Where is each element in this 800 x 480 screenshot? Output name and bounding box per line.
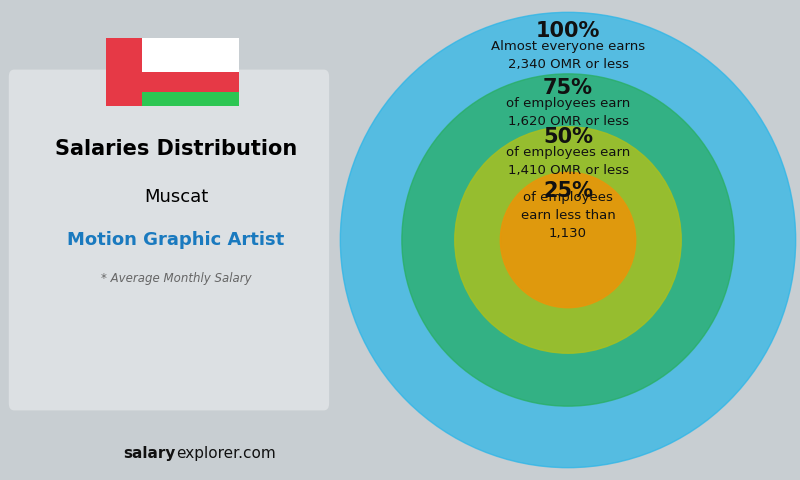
- Circle shape: [500, 172, 636, 308]
- Bar: [142, 38, 239, 72]
- Text: 25%: 25%: [543, 181, 593, 201]
- Text: 50%: 50%: [543, 127, 593, 147]
- Text: explorer.com: explorer.com: [176, 446, 276, 461]
- Bar: [142, 92, 239, 106]
- Text: of employees earn
1,620 OMR or less: of employees earn 1,620 OMR or less: [506, 97, 630, 128]
- Bar: [142, 72, 239, 92]
- Text: salary: salary: [124, 446, 176, 461]
- Circle shape: [340, 12, 796, 468]
- Text: 75%: 75%: [543, 78, 593, 98]
- Circle shape: [402, 74, 734, 406]
- Text: Motion Graphic Artist: Motion Graphic Artist: [67, 231, 285, 249]
- Text: Muscat: Muscat: [144, 188, 208, 206]
- FancyBboxPatch shape: [9, 70, 329, 410]
- Text: 100%: 100%: [536, 21, 600, 41]
- Text: of employees earn
1,410 OMR or less: of employees earn 1,410 OMR or less: [506, 146, 630, 177]
- Text: Almost everyone earns
2,340 OMR or less: Almost everyone earns 2,340 OMR or less: [491, 40, 645, 71]
- Circle shape: [454, 127, 682, 353]
- Text: of employees
earn less than
1,130: of employees earn less than 1,130: [521, 191, 615, 240]
- Text: Salaries Distribution: Salaries Distribution: [55, 139, 297, 159]
- Bar: [106, 38, 142, 106]
- Text: * Average Monthly Salary: * Average Monthly Salary: [101, 272, 251, 285]
